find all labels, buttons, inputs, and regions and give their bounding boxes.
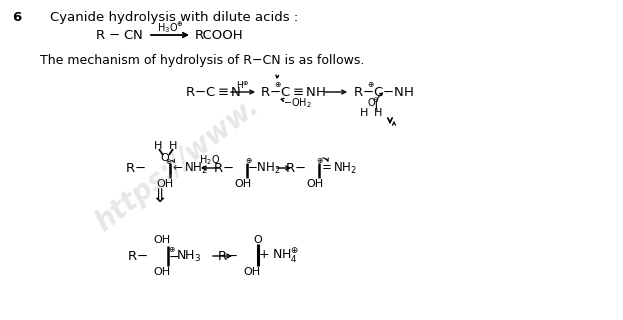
- Text: $\Downarrow$: $\Downarrow$: [148, 187, 166, 205]
- Text: OH: OH: [153, 235, 171, 245]
- Text: The mechanism of hydrolysis of R−CN is as follows.: The mechanism of hydrolysis of R−CN is a…: [40, 54, 364, 67]
- Text: $\oplus$: $\oplus$: [168, 244, 176, 253]
- Text: R$-$: R$-$: [125, 162, 146, 174]
- Text: $\oplus$: $\oplus$: [316, 156, 324, 164]
- Text: H: H: [374, 108, 382, 118]
- Text: $\ominus$: $\ominus$: [373, 94, 379, 103]
- Text: $\oplus$: $\oplus$: [274, 79, 282, 89]
- Text: https://www.: https://www.: [90, 92, 265, 237]
- Text: R$-$C$-$NH: R$-$C$-$NH: [353, 85, 414, 99]
- Text: H: H: [154, 141, 162, 151]
- Text: OH: OH: [307, 179, 323, 189]
- Text: $\oplus$: $\oplus$: [165, 156, 173, 165]
- Text: Cyanide hydrolysis with dilute acids :: Cyanide hydrolysis with dilute acids :: [50, 11, 298, 24]
- Text: $\oplus$: $\oplus$: [367, 79, 375, 89]
- Text: $+$ NH$_4^{\oplus}$: $+$ NH$_4^{\oplus}$: [258, 247, 299, 265]
- Text: NH$_3$: NH$_3$: [176, 248, 201, 264]
- Text: $\leftarrow$NH$_2$: $\leftarrow$NH$_2$: [170, 160, 208, 176]
- Text: $-$: $-$: [168, 250, 179, 262]
- Text: R$-$: R$-$: [127, 250, 148, 262]
- Text: 6: 6: [12, 11, 21, 24]
- Text: R$-$: R$-$: [285, 162, 306, 174]
- Text: OH: OH: [244, 267, 260, 277]
- Text: O: O: [367, 98, 375, 108]
- Text: H: H: [169, 141, 177, 151]
- Text: OH: OH: [156, 179, 174, 189]
- Text: H$_3$O$^{\oplus}$: H$_3$O$^{\oplus}$: [156, 20, 183, 36]
- Text: O: O: [161, 153, 169, 163]
- Text: $\oplus$: $\oplus$: [245, 156, 253, 164]
- Text: R $-$ CN: R $-$ CN: [95, 28, 143, 42]
- Text: R$-$C$\equiv$N: R$-$C$\equiv$N: [185, 85, 241, 99]
- Text: H$_2$O: H$_2$O: [199, 153, 221, 167]
- Text: O: O: [254, 235, 262, 245]
- Text: $=$NH$_2$: $=$NH$_2$: [319, 160, 357, 176]
- Text: OH: OH: [153, 267, 171, 277]
- Text: H: H: [360, 108, 368, 118]
- Text: H$^{\oplus}$: H$^{\oplus}$: [236, 79, 250, 91]
- Text: RCOOH: RCOOH: [195, 28, 244, 42]
- Text: R$-$: R$-$: [213, 162, 234, 174]
- Text: R$-$: R$-$: [217, 250, 238, 262]
- Text: $-$OH$_2$: $-$OH$_2$: [283, 96, 312, 110]
- Text: R$-$C$\equiv$NH: R$-$C$\equiv$NH: [260, 85, 326, 99]
- Text: OH: OH: [234, 179, 252, 189]
- Text: $-$NH$_2$: $-$NH$_2$: [247, 160, 280, 176]
